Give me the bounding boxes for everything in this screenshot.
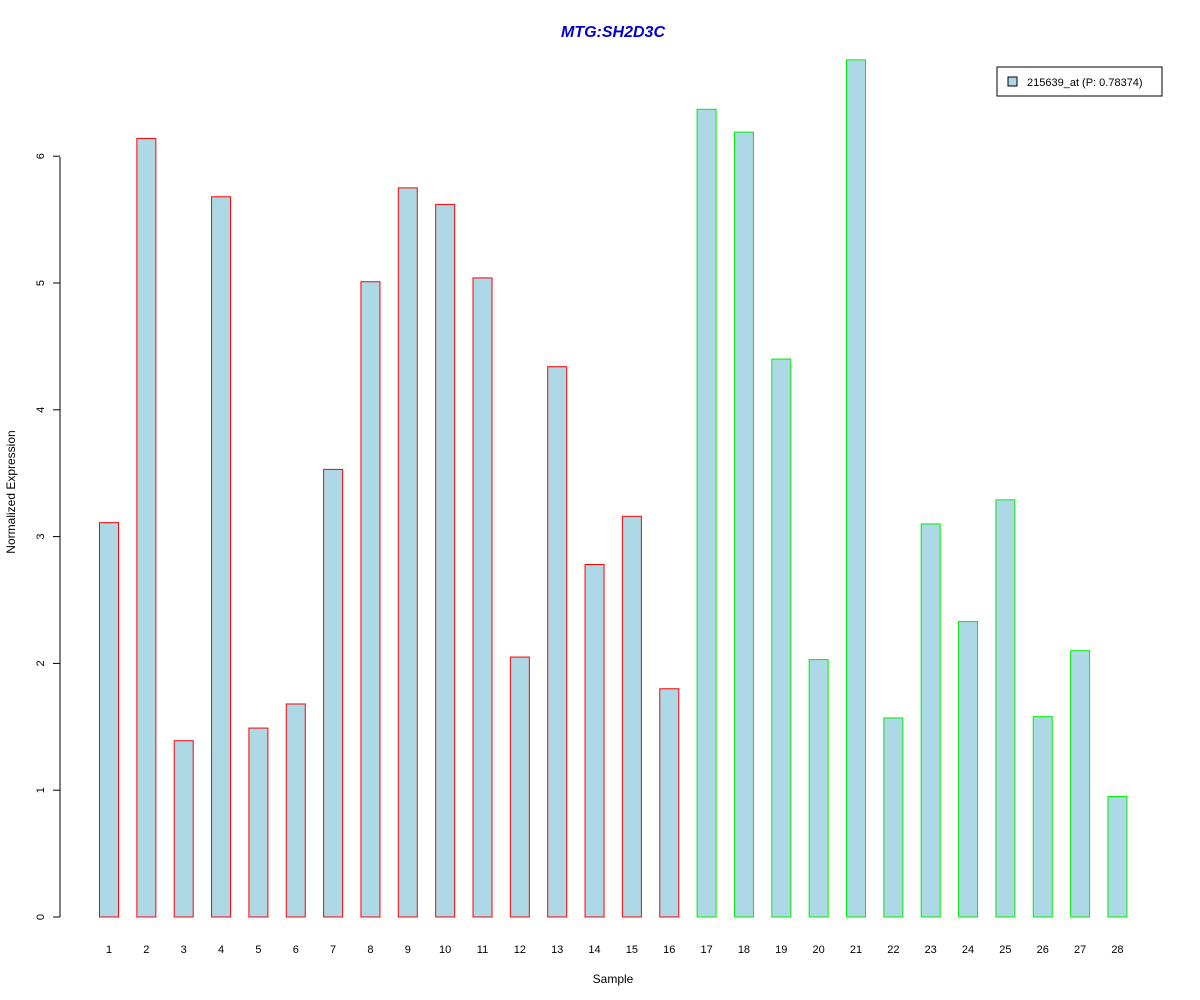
- bar-sample-6: [285, 703, 306, 918]
- x-tick-label: 23: [925, 944, 937, 956]
- bar-sample-14: [584, 563, 605, 918]
- y-axis-label: Normalized Expression: [4, 430, 18, 553]
- x-tick-label: 16: [663, 944, 675, 956]
- legend-box: [996, 66, 1163, 97]
- bar-sample-26: [1032, 716, 1053, 918]
- x-tick-label: 28: [1111, 944, 1123, 956]
- x-tick-label: 13: [551, 944, 563, 956]
- bar-sample-10: [435, 203, 456, 918]
- x-tick-label: 9: [405, 944, 411, 956]
- y-tick-label: 4: [35, 407, 47, 413]
- x-axis-label: Sample: [593, 972, 634, 986]
- y-tick-label: 5: [35, 280, 47, 286]
- bar-sample-22: [883, 717, 904, 918]
- x-tick-label: 15: [626, 944, 638, 956]
- bar-sample-21: [846, 59, 866, 918]
- bar-sample-9: [397, 187, 418, 918]
- bar-sample-28: [1107, 796, 1128, 918]
- bars: [99, 59, 1128, 918]
- bar-sample-11: [472, 277, 493, 918]
- x-tick-label: 7: [330, 944, 336, 956]
- y-tick-label: 3: [35, 534, 47, 540]
- bar-sample-1: [99, 522, 119, 918]
- bar-sample-25: [995, 499, 1016, 918]
- bar-sample-8: [360, 281, 381, 918]
- x-tick-label: 17: [700, 944, 712, 956]
- legend-label: 215639_at (P: 0.78374): [1027, 77, 1143, 89]
- x-tick-label: 22: [887, 944, 899, 956]
- bar-sample-16: [659, 688, 680, 918]
- y-tick-label: 2: [35, 660, 47, 666]
- x-tick-label: 27: [1074, 944, 1086, 956]
- x-tick-label: 10: [439, 944, 451, 956]
- x-tick-label: 20: [813, 944, 825, 956]
- bar-sample-24: [958, 621, 979, 918]
- x-tick-label: 25: [999, 944, 1011, 956]
- bar-sample-13: [547, 366, 568, 918]
- chart-title: MTG:SH2D3C: [561, 24, 665, 41]
- legend: 215639_at (P: 0.78374): [996, 66, 1163, 97]
- y-tick-label: 1: [35, 787, 47, 793]
- y-tick-label: 6: [35, 153, 47, 159]
- bar-sample-2: [136, 137, 157, 918]
- x-tick-label: 18: [738, 944, 750, 956]
- bar-sample-12: [509, 656, 530, 918]
- bar-sample-27: [1070, 650, 1091, 918]
- x-tick-label: 4: [218, 944, 224, 956]
- bar-sample-3: [173, 740, 194, 918]
- x-tick-label: 2: [143, 944, 149, 956]
- x-tick-label: 21: [850, 944, 862, 956]
- bar-sample-5: [248, 727, 269, 918]
- x-tick-label: 6: [293, 944, 299, 956]
- x-tick-label: 26: [1037, 944, 1049, 956]
- bar-sample-17: [696, 108, 717, 918]
- x-tick-label: 24: [962, 944, 974, 956]
- x-tick-label: 8: [367, 944, 373, 956]
- x-tick-label: 5: [255, 944, 261, 956]
- y-tick-label: 0: [35, 914, 47, 920]
- x-axis: 1 2 3 4 5 6 7 8 9 10 11 12 13 14 15 16 17 18 19 20 21 22 23 24 2…: [106, 944, 1124, 956]
- bar-sample-7: [323, 468, 344, 918]
- y-axis: 0 1 2 3 4 5 6: [35, 153, 60, 920]
- x-tick-label: 12: [514, 944, 526, 956]
- x-tick-label: 14: [588, 944, 600, 956]
- bar-sample-20: [808, 659, 829, 918]
- x-tick-label: 1: [106, 944, 112, 956]
- bar-sample-19: [771, 358, 792, 918]
- x-tick-label: 11: [477, 944, 488, 956]
- x-tick-label: 3: [181, 944, 187, 956]
- bar-sample-15: [621, 515, 642, 918]
- bar-sample-23: [920, 523, 941, 918]
- bar-sample-4: [211, 196, 232, 918]
- x-tick-label: 19: [775, 944, 787, 956]
- legend-swatch: [1007, 76, 1018, 87]
- bar-sample-18: [733, 131, 754, 918]
